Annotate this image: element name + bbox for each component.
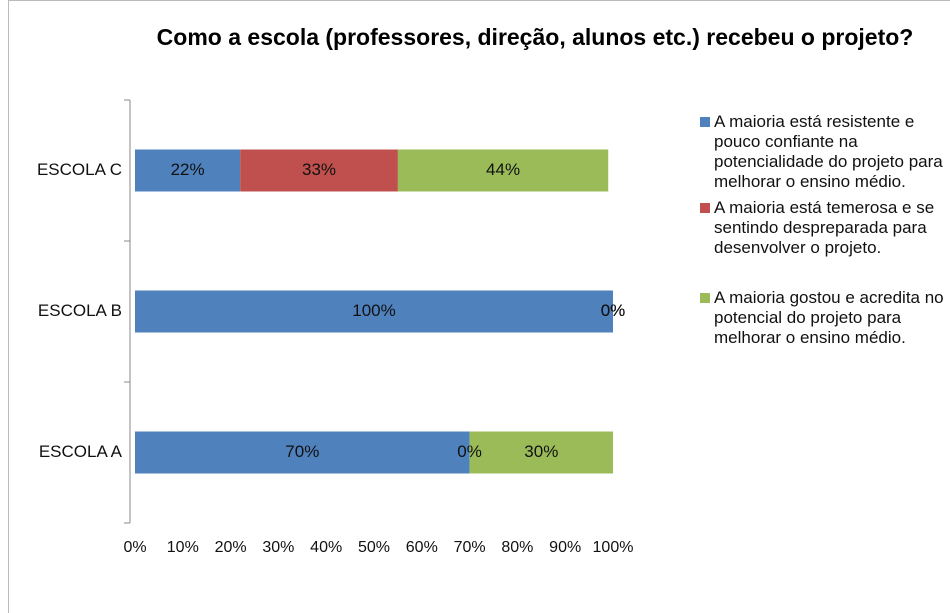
x-tick-label: 40%: [310, 539, 342, 556]
chart-title: Como a escola (professores, direção, alu…: [156, 24, 914, 50]
y-tick-label: ESCOLA C: [37, 160, 122, 179]
data-label: 33%: [302, 160, 336, 179]
legend-item: A maioria está resistente e pouco confia…: [700, 112, 945, 192]
bar-segment: [135, 290, 613, 333]
y-tick-label: ESCOLA B: [38, 301, 122, 320]
legend-swatch: [700, 293, 710, 303]
legend-item: A maioria gostou e acredita no potencial…: [700, 288, 945, 348]
data-label: 44%: [486, 160, 520, 179]
x-tick-label: 20%: [215, 539, 247, 556]
x-tick-label: 70%: [454, 539, 486, 556]
legend: A maioria está resistente e pouco confia…: [700, 112, 945, 354]
legend-item: A maioria está temerosa e se sentindo de…: [700, 198, 945, 258]
legend-label: A maioria gostou e acredita no potencial…: [714, 288, 944, 347]
x-tick-label: 10%: [167, 539, 199, 556]
x-tick-label: 100%: [593, 539, 634, 556]
data-label: 0%: [457, 442, 482, 461]
frame: [8, 0, 950, 613]
y-tick-label: ESCOLA A: [39, 442, 123, 461]
x-tick-label: 90%: [549, 539, 581, 556]
data-label: 100%: [352, 301, 395, 320]
data-label: 30%: [524, 442, 558, 461]
legend-swatch: [700, 117, 710, 127]
legend-label: A maioria está temerosa e se sentindo de…: [714, 198, 935, 257]
bar-segment: [240, 149, 398, 192]
data-label: 22%: [171, 160, 205, 179]
bar-segment: [469, 431, 613, 474]
x-tick-label: 50%: [358, 539, 390, 556]
x-tick-label: 60%: [406, 539, 438, 556]
data-label: 0%: [601, 301, 626, 320]
bar-segment: [135, 149, 241, 192]
x-tick-label: 30%: [262, 539, 294, 556]
x-tick-label: 80%: [501, 539, 533, 556]
legend-swatch: [700, 203, 710, 213]
data-label: 0%: [601, 301, 626, 320]
x-tick-label: 0%: [123, 539, 146, 556]
bar-segment: [135, 431, 470, 474]
bar-segment: [397, 149, 609, 192]
data-label: 70%: [285, 442, 319, 461]
legend-label: A maioria está resistente e pouco confia…: [714, 112, 943, 191]
